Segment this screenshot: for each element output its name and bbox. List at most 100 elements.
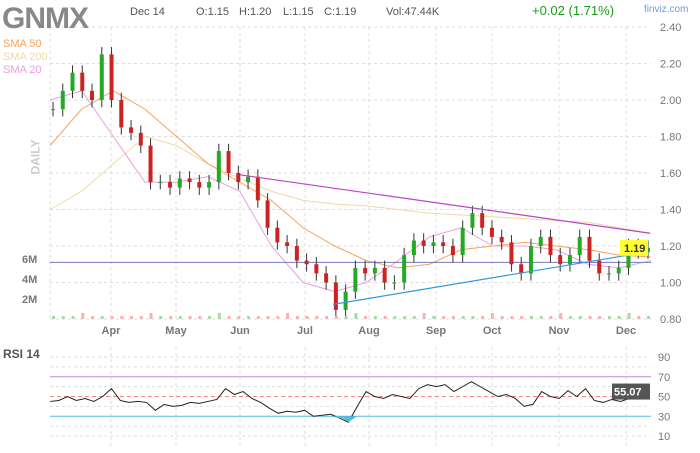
candle-body	[597, 260, 602, 274]
volume-bar	[559, 313, 563, 319]
candle-body	[538, 236, 543, 246]
support-trendline	[332, 250, 651, 305]
volume-bar	[451, 316, 455, 319]
candle-body	[343, 291, 348, 310]
brand-link[interactable]: finviz.com	[644, 4, 689, 15]
volume-bar	[471, 316, 475, 319]
candle-body	[450, 246, 455, 256]
quote-close: C:1.19	[324, 6, 357, 18]
y-tick-label: 0.80	[660, 314, 681, 326]
quote-high: H:1.20	[239, 6, 272, 18]
candle-body	[372, 267, 377, 274]
candle-body	[265, 200, 270, 228]
quote-open: O:1.15	[196, 6, 230, 18]
volume-bar	[393, 316, 397, 319]
volume-bar	[100, 316, 104, 319]
volume-bar	[91, 316, 95, 319]
candle-body	[138, 132, 143, 146]
candle-body	[411, 240, 416, 256]
volume-bar	[276, 316, 280, 319]
candle-body	[70, 72, 75, 91]
volume-bar	[500, 316, 504, 319]
volume-bar	[412, 316, 416, 319]
candle-body	[129, 127, 134, 133]
rsi-tick-label: 50	[658, 392, 670, 404]
candle-body	[441, 242, 446, 246]
volume-bar	[627, 313, 631, 319]
candle-body	[236, 173, 241, 183]
volume-bar	[539, 316, 543, 319]
volume-bar	[529, 316, 533, 319]
x-tick-label: Nov	[549, 325, 571, 337]
candle-body	[275, 227, 280, 243]
volume-bar	[344, 316, 348, 319]
volume-bar	[373, 316, 377, 319]
candle-body	[489, 227, 494, 237]
volume-bar	[490, 313, 494, 319]
candle-body	[255, 176, 260, 201]
candle-body	[548, 236, 553, 256]
candle-body	[226, 151, 231, 173]
candle-body	[314, 264, 319, 274]
volume-bar	[247, 316, 251, 319]
y-tick-label: 2.20	[660, 59, 681, 71]
resistance-trendline	[239, 174, 651, 234]
volume-bar	[617, 316, 621, 319]
candle-body	[80, 72, 85, 91]
candle-body	[168, 182, 173, 188]
volume-bar	[422, 313, 426, 319]
candle-body	[402, 255, 407, 283]
volume-bar	[81, 313, 85, 319]
candle-body	[499, 236, 504, 243]
volume-bar	[61, 316, 65, 319]
volume-bar	[520, 316, 524, 319]
candle-body	[421, 240, 426, 246]
y-tick-label: 1.40	[660, 205, 681, 217]
candle-body	[119, 100, 124, 128]
candle-body	[285, 242, 290, 246]
volume-bar	[169, 316, 173, 319]
volume-bar	[295, 316, 299, 319]
candle-body	[353, 267, 358, 292]
volume-bar	[159, 316, 163, 319]
y-tick-label: 1.80	[660, 132, 681, 144]
volume-bar	[178, 316, 182, 319]
volume-bar	[354, 313, 358, 319]
candle-body	[246, 176, 251, 183]
rsi-tick-label: 10	[658, 431, 670, 443]
volume-bar	[237, 316, 241, 319]
candle-body	[109, 54, 114, 100]
y-tick-label: 1.60	[660, 168, 681, 180]
rsi-tick-label: 70	[658, 372, 670, 384]
quote-low: L:1.15	[283, 6, 314, 18]
rsi-value-badge	[612, 383, 650, 400]
volume-bar	[334, 316, 338, 319]
candle-body	[197, 182, 202, 188]
volume-bar	[383, 316, 387, 319]
candle-body	[99, 54, 104, 100]
volume-bar	[139, 316, 143, 319]
candle-body	[158, 182, 163, 184]
ticker-symbol: GNMX	[2, 2, 89, 35]
candle-body	[187, 178, 192, 183]
candle-body	[382, 267, 387, 283]
volume-bar	[266, 316, 270, 319]
volume-bar	[71, 316, 75, 319]
volume-bar	[198, 316, 202, 319]
candle-body	[294, 246, 299, 261]
volume-bar	[315, 316, 319, 319]
volume-bar	[130, 316, 134, 319]
volume-bar	[637, 316, 641, 319]
volume-bar	[52, 316, 55, 319]
candle-body	[304, 260, 309, 265]
candle-body	[431, 242, 436, 246]
x-tick-label: Sep	[426, 325, 446, 337]
sma200-line	[49, 135, 652, 234]
rsi-title: RSI 14	[3, 347, 40, 361]
legend-sma20: SMA 20	[3, 64, 42, 76]
candle-body	[363, 267, 368, 274]
volume-bar	[120, 316, 124, 319]
candle-body	[567, 255, 572, 265]
volume-bar	[227, 316, 231, 319]
